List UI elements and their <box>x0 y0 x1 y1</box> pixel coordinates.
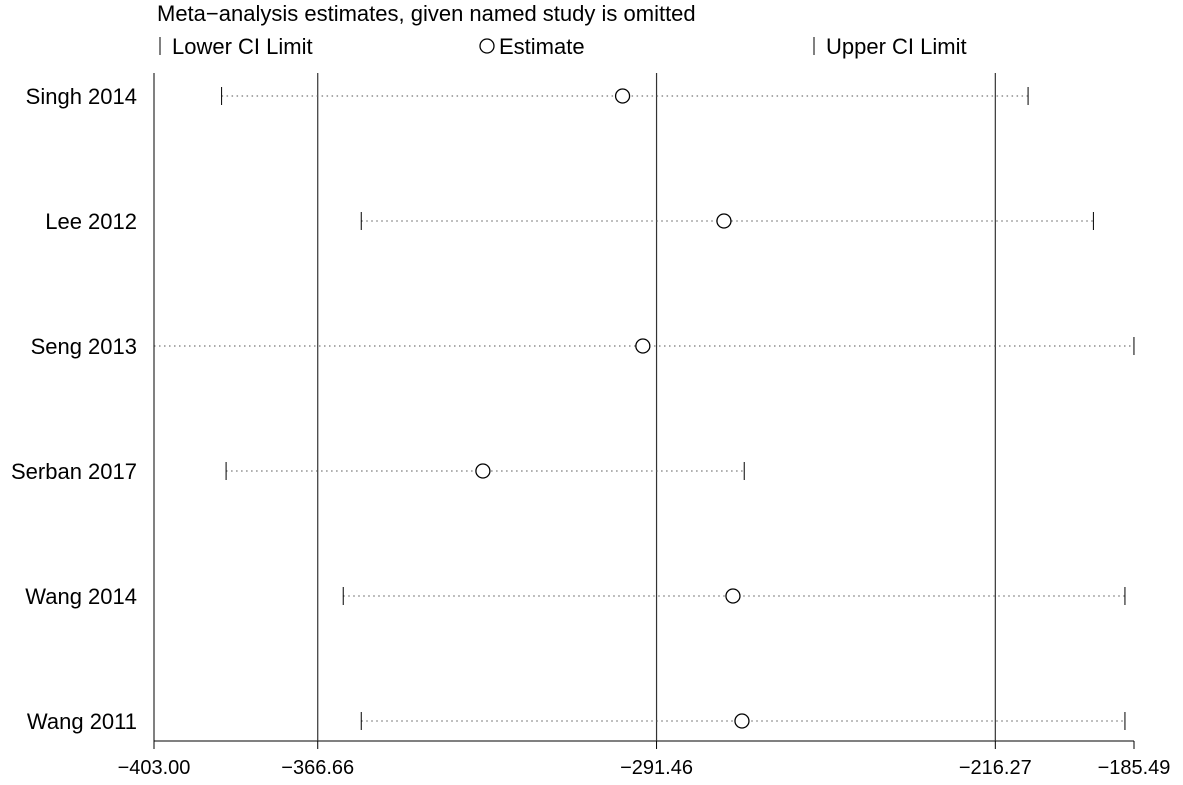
legend-upper-label: Upper CI Limit <box>826 34 967 59</box>
estimate-marker-wang-2011 <box>734 713 750 729</box>
estimate-marker-wang-2014 <box>725 588 741 604</box>
legend-estimate-label: Estimate <box>499 34 585 59</box>
estimate-marker-serban-2017 <box>475 463 491 479</box>
study-label-singh-2014: Singh 2014 <box>26 84 137 109</box>
x-tick-label-3: −291.46 <box>620 757 693 779</box>
study-label-seng-2013: Seng 2013 <box>31 334 137 359</box>
x-tick-label-1: −403.00 <box>118 757 191 779</box>
study-label-wang-2014: Wang 2014 <box>25 584 137 609</box>
chart-title: Meta−analysis estimates, given named stu… <box>157 1 696 26</box>
plot-area: −403.00 −366.66 −291.46 −216.27 −185.49 Singh… <box>11 73 1170 779</box>
study-label-lee-2012: Lee 2012 <box>45 209 137 234</box>
x-tick-label-2: −366.66 <box>281 757 354 779</box>
x-tick-label-4: −216.27 <box>959 757 1032 779</box>
estimate-marker-lee-2012 <box>716 213 732 229</box>
study-label-wang-2011: Wang 2011 <box>27 709 137 734</box>
estimate-marker-seng-2013 <box>635 338 651 354</box>
legend-lower-label: Lower CI Limit <box>172 34 313 59</box>
x-tick-label-5: −185.49 <box>1098 757 1171 779</box>
legend-estimate-marker <box>479 38 495 54</box>
estimate-marker-singh-2014 <box>614 88 631 104</box>
study-label-serban-2017: Serban 2017 <box>11 459 137 484</box>
